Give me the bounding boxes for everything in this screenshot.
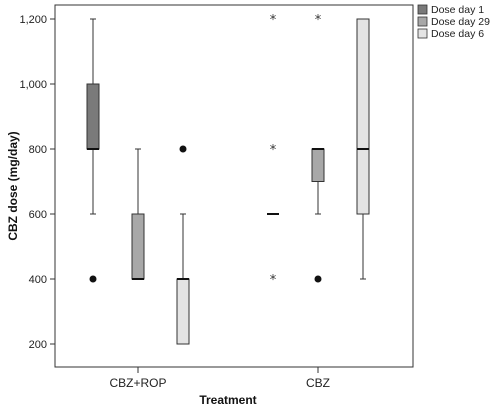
x-axis-title: Treatment bbox=[199, 393, 256, 407]
legend-label: Dose day 6 bbox=[431, 28, 484, 40]
box-dose-day-29-cbz-rop bbox=[131, 148, 145, 280]
y-tick-label: 400 bbox=[29, 274, 47, 286]
outlier-circle bbox=[89, 275, 97, 283]
legend-swatch bbox=[417, 16, 428, 27]
legend-swatch bbox=[417, 4, 428, 15]
box-iqr bbox=[86, 83, 100, 150]
box-dose-day-6-cbz-rop bbox=[176, 145, 190, 345]
box-iqr bbox=[356, 18, 370, 215]
y-tick-label: 600 bbox=[29, 209, 47, 221]
box-dose-day-1-cbz-rop bbox=[86, 18, 100, 283]
y-tick-label: 200 bbox=[29, 339, 47, 351]
box-iqr bbox=[176, 278, 190, 345]
outlier-circle bbox=[179, 145, 187, 153]
box-iqr bbox=[311, 148, 325, 182]
outlier-star: * bbox=[270, 13, 277, 28]
legend-label: Dose day 1 bbox=[431, 4, 484, 16]
outlier-star: * bbox=[270, 273, 277, 288]
y-tick-label: 800 bbox=[29, 144, 47, 156]
y-tick-label: 1,000 bbox=[19, 79, 47, 91]
y-tick-label: 1,200 bbox=[19, 14, 47, 26]
y-axis-title: CBZ dose (mg/day) bbox=[6, 131, 20, 240]
x-category-label: CBZ+ROP bbox=[109, 376, 166, 390]
x-category-label: CBZ bbox=[306, 376, 330, 390]
plot-area bbox=[54, 4, 414, 368]
outlier-star: * bbox=[315, 13, 322, 28]
box-dose-day-1-cbz: * * * bbox=[267, 13, 279, 288]
box-dose-day-29-cbz: * bbox=[311, 13, 325, 283]
legend-swatch bbox=[417, 28, 428, 39]
outlier-star: * bbox=[270, 143, 277, 158]
x-axis: CBZ+ROP CBZ bbox=[109, 367, 330, 390]
box-series: * * * * bbox=[86, 13, 370, 345]
outlier-circle bbox=[314, 275, 322, 283]
box-dose-day-6-cbz bbox=[356, 18, 370, 280]
y-axis: 200 400 600 800 1,000 1,200 bbox=[19, 14, 55, 351]
box-iqr bbox=[131, 213, 145, 280]
legend-label: Dose day 29 bbox=[431, 16, 490, 28]
